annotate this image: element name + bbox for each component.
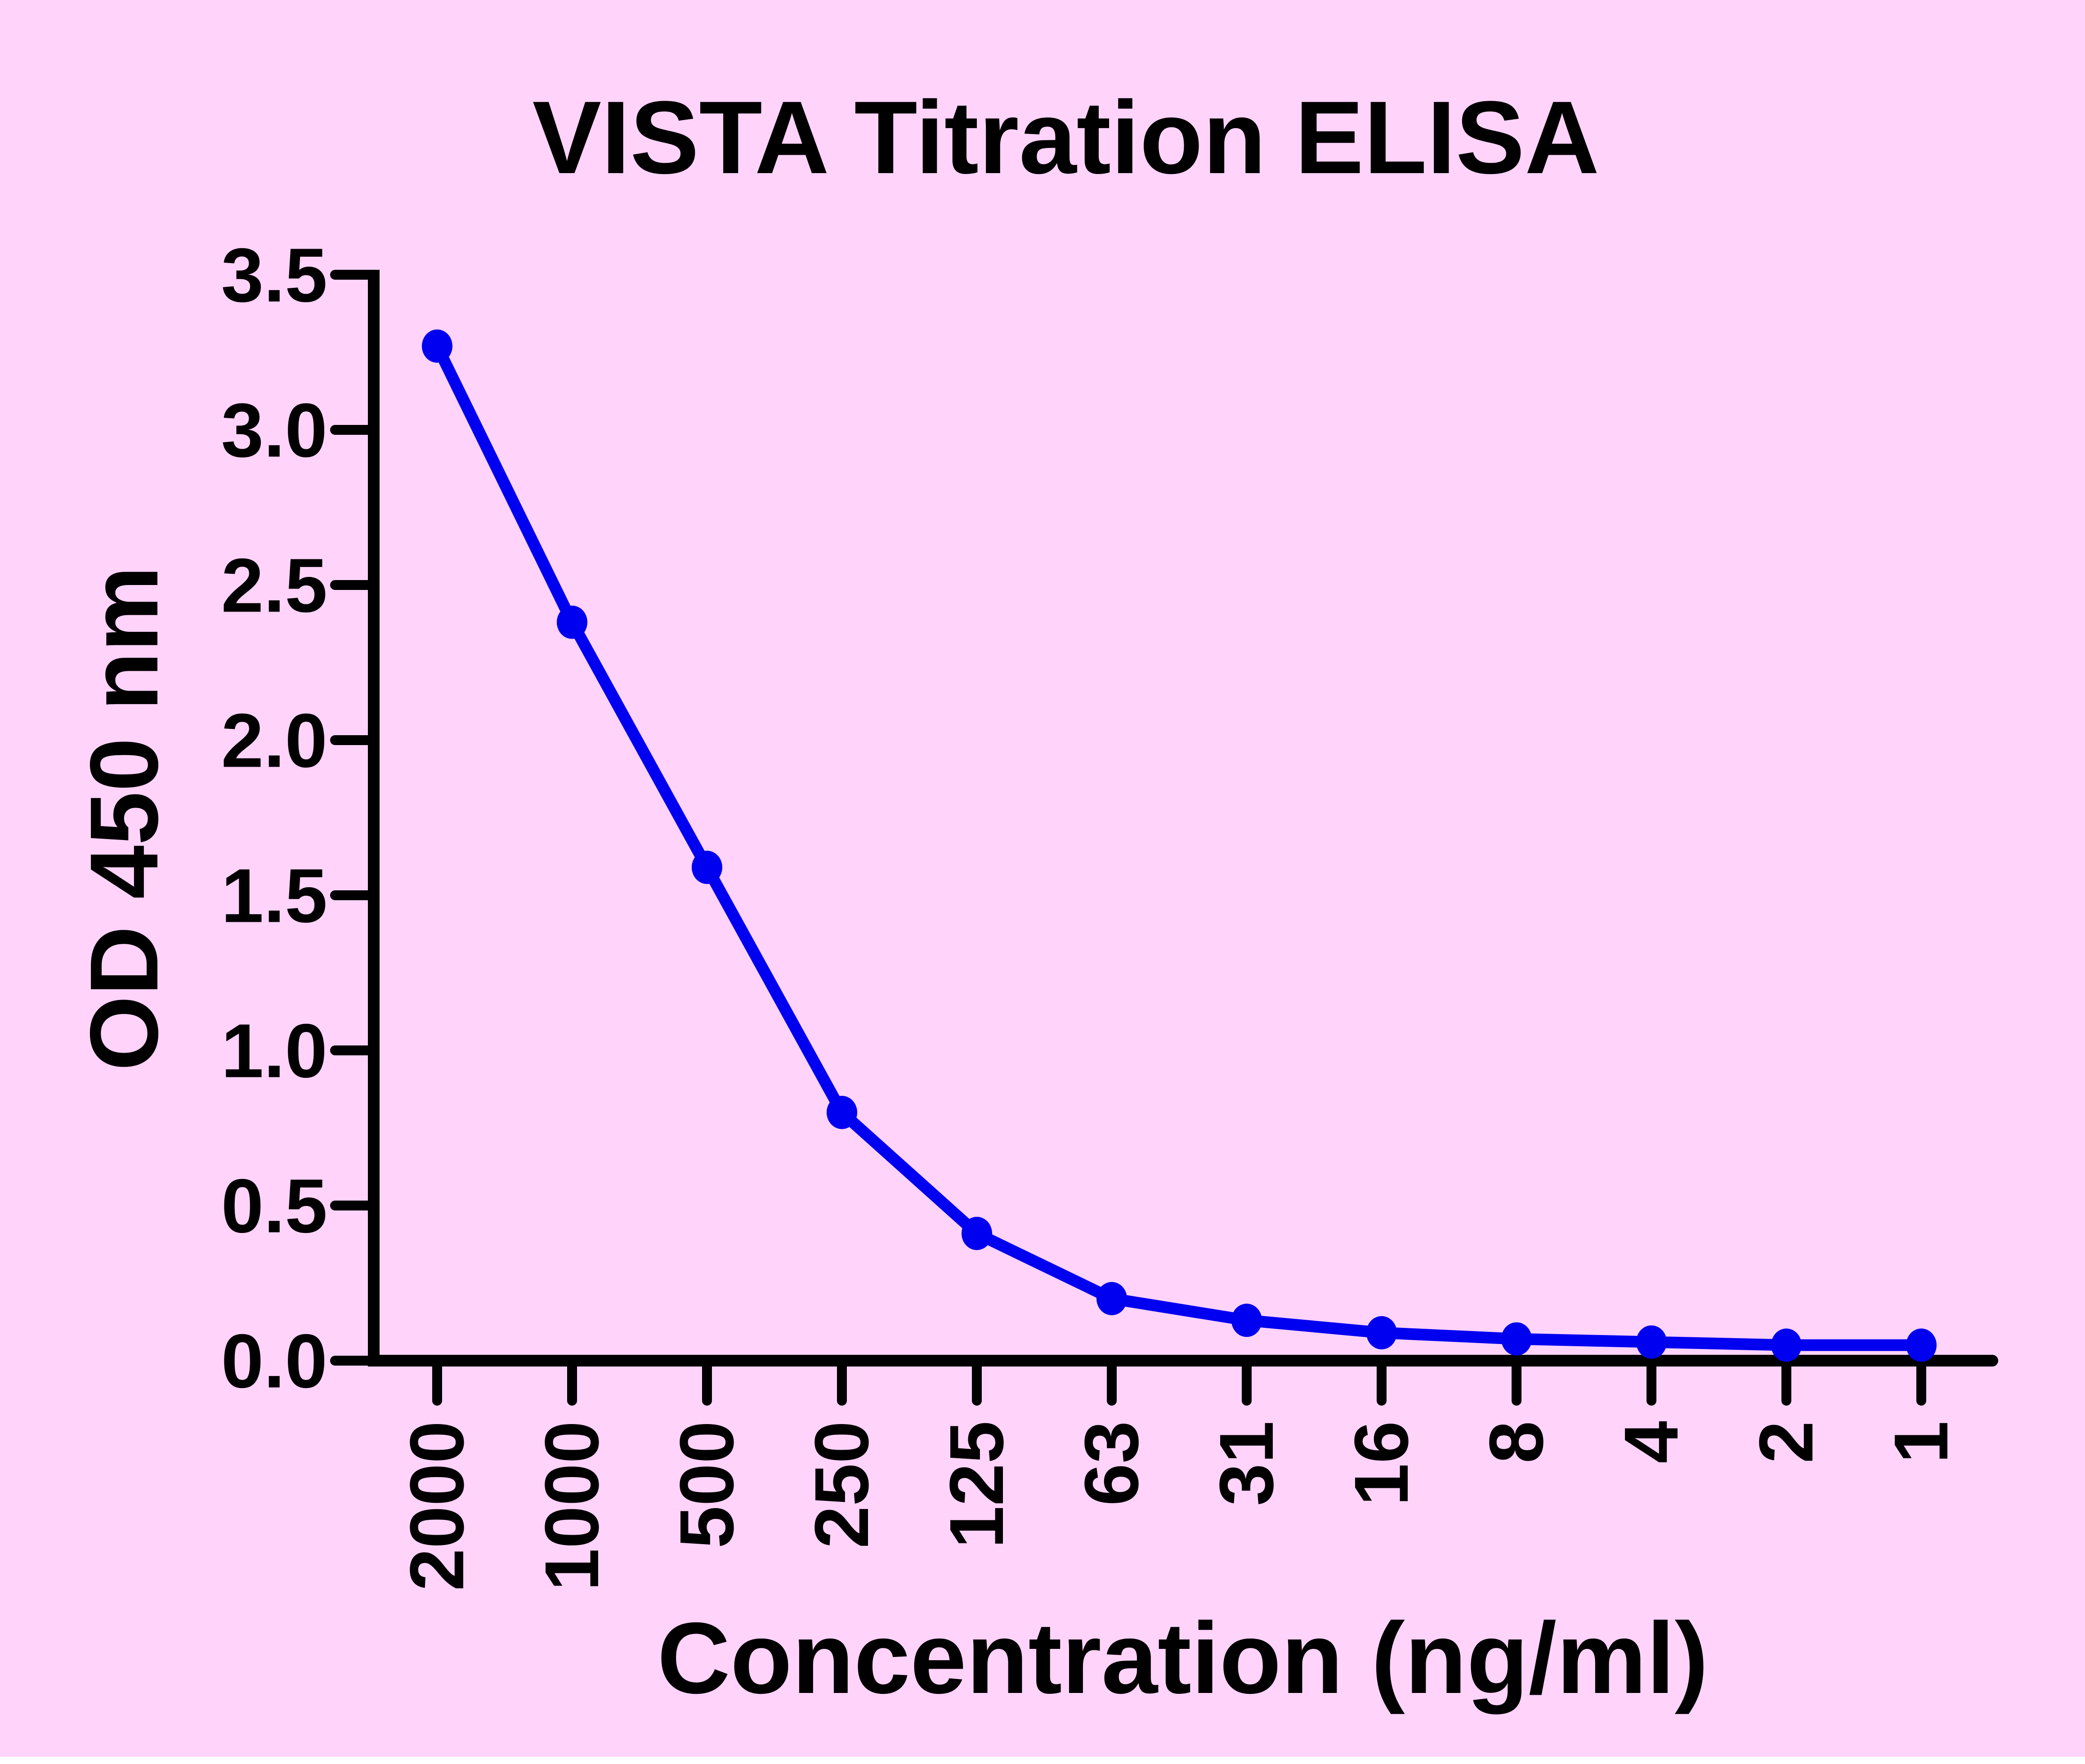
data-point-marker (827, 1096, 857, 1129)
x-tick-label: 1 (1879, 1421, 1964, 1464)
data-series (422, 329, 1937, 1362)
y-tick-label: 2.5 (221, 543, 327, 629)
data-point-marker (692, 850, 722, 884)
x-tick-label: 500 (664, 1421, 750, 1549)
y-tick-label: 1.5 (221, 853, 327, 939)
y-tick-label: 3.0 (221, 388, 327, 473)
bottom-edge-strip (0, 1757, 2085, 1764)
x-tick-label: 1000 (529, 1421, 615, 1591)
y-tick-label: 2.0 (221, 698, 327, 784)
x-tick-label: 16 (1339, 1421, 1424, 1506)
x-tick-label: 125 (934, 1421, 1020, 1549)
x-tick-label: 2 (1744, 1421, 1829, 1464)
data-point-marker (1231, 1304, 1262, 1337)
data-point-marker (1636, 1325, 1667, 1359)
data-point-marker (1906, 1328, 1937, 1362)
data-point-marker (557, 605, 587, 639)
y-axis-ticks: 0.0 0.5 1.0 1.5 2.0 2.5 3.0 3.5 (221, 233, 379, 1404)
x-axis-title: Concentration (ng/ml) (657, 1601, 1708, 1715)
data-point-marker (422, 329, 452, 363)
y-tick-label: 1.0 (221, 1009, 327, 1094)
x-tick-label: 250 (799, 1421, 885, 1549)
x-tick-label: 8 (1474, 1421, 1559, 1464)
x-tick-label: 63 (1069, 1421, 1154, 1506)
data-point-marker (1771, 1328, 1802, 1362)
series-line (431, 340, 1927, 1351)
y-tick-label: 3.5 (221, 233, 327, 318)
x-axis-ticks: 2000 1000 500 250 125 63 31 16 8 4 2 1 (394, 1362, 1964, 1591)
x-tick-label: 31 (1204, 1421, 1289, 1506)
y-axis-title: OD 450 nm (70, 566, 178, 1071)
x-tick-label: 2000 (394, 1421, 480, 1591)
chart-title: VISTA Titration ELISA (532, 80, 1600, 195)
data-point-marker (1096, 1282, 1127, 1315)
y-tick-label: 0.0 (221, 1319, 327, 1404)
data-point-marker (1501, 1322, 1532, 1356)
data-point-marker (962, 1217, 992, 1250)
y-tick-label: 0.5 (221, 1164, 327, 1249)
x-tick-label: 4 (1609, 1421, 1694, 1464)
data-point-marker (1366, 1316, 1397, 1349)
axes (368, 270, 1998, 1367)
